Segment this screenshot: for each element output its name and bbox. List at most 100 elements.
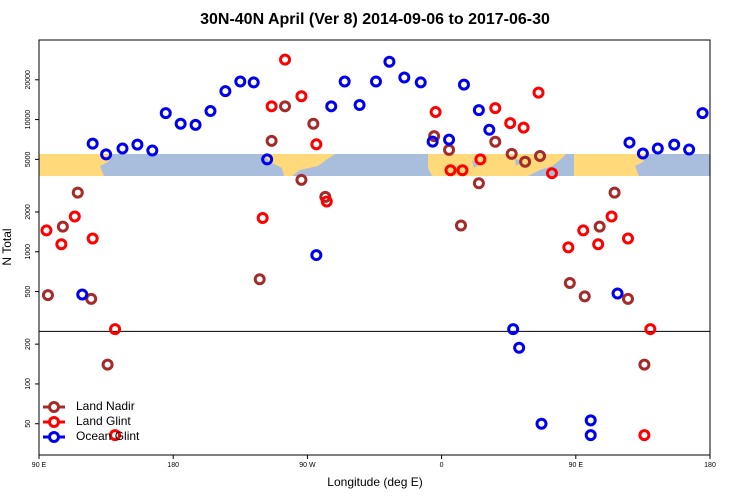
data-point: [668, 138, 681, 151]
data-point: [457, 78, 470, 91]
y-tick-label: 200: [25, 338, 32, 350]
data-point: [563, 277, 576, 290]
data-point: [611, 287, 624, 300]
data-point: [621, 292, 634, 305]
data-point: [279, 53, 292, 66]
data-point: [584, 429, 597, 442]
data-point: [545, 167, 558, 180]
data-point: [621, 232, 634, 245]
data-point: [325, 100, 338, 113]
y-tick-label: 50: [25, 420, 32, 428]
data-point: [204, 105, 217, 118]
data-point: [55, 238, 68, 251]
x-tick-label: 90 W: [299, 462, 316, 469]
legend-label: Land Glint: [76, 414, 131, 428]
data-point: [444, 164, 457, 177]
legend-marker: [48, 401, 60, 413]
data-point: [608, 186, 621, 199]
data-point: [644, 323, 657, 336]
data-point: [146, 144, 159, 157]
y-tick-label: 5000: [25, 151, 32, 167]
data-point: [636, 147, 649, 160]
data-point: [71, 186, 84, 199]
data-point: [472, 104, 485, 117]
data-point: [519, 155, 532, 168]
data-point: [532, 86, 545, 99]
plot-frame: [38, 39, 711, 456]
data-point: [320, 195, 333, 208]
data-point: [256, 212, 269, 225]
x-axis-label: Longitude (deg E): [327, 475, 422, 489]
data-point: [116, 142, 129, 155]
data-point: [307, 117, 320, 130]
legend-marker: [48, 416, 60, 428]
data-point: [383, 55, 396, 68]
data-point: [86, 232, 99, 245]
data-point: [638, 429, 651, 442]
x-tick-label: 180: [167, 462, 179, 469]
map-strip: [39, 154, 710, 176]
data-point: [593, 220, 606, 233]
data-point: [234, 75, 247, 88]
data-point: [584, 414, 597, 427]
data-point: [505, 147, 518, 160]
data-point: [651, 142, 664, 155]
legend-label: Land Nadir: [76, 399, 135, 413]
data-point: [443, 133, 456, 146]
data-point: [261, 153, 274, 166]
chart-title: 30N-40N April (Ver 8) 2014-09-06 to 2017…: [200, 11, 550, 28]
data-point: [398, 71, 411, 84]
data-point: [474, 153, 487, 166]
data-point: [109, 323, 122, 336]
data-point: [489, 135, 502, 148]
data-point: [219, 85, 232, 98]
data-point: [247, 76, 260, 89]
y-axis-label: N Total: [0, 228, 14, 265]
data-point: [592, 238, 605, 251]
y-tick-label: 500: [25, 286, 32, 298]
data-point: [295, 173, 308, 186]
data-point: [472, 177, 485, 190]
data-point: [41, 289, 54, 302]
data-point: [426, 135, 439, 148]
legend-marker: [48, 431, 60, 443]
data-point: [253, 273, 266, 286]
x-tick-label: 180: [704, 462, 716, 469]
y-tick-label: 1000: [25, 244, 32, 260]
data-point: [159, 107, 172, 120]
data-point: [189, 118, 202, 131]
data-point: [483, 123, 496, 136]
data-point: [414, 76, 427, 89]
data-point: [507, 323, 520, 336]
data-point: [109, 429, 122, 442]
data-point: [623, 136, 636, 149]
data-point: [504, 117, 517, 130]
data-point: [578, 290, 591, 303]
data-point: [131, 138, 144, 151]
data-point: [76, 288, 89, 301]
x-tick-label: 90 E: [569, 462, 584, 469]
data-point: [369, 75, 382, 88]
data-point: [295, 90, 308, 103]
legend-label: Ocean Glint: [76, 429, 140, 443]
data-point: [454, 219, 467, 232]
data-point: [68, 210, 81, 223]
y-tick-label: 10000: [25, 110, 32, 130]
data-point: [40, 224, 53, 237]
data-point: [577, 224, 590, 237]
data-point: [85, 292, 98, 305]
data-point: [562, 241, 575, 254]
data-point: [279, 100, 292, 113]
x-tick-label: 0: [440, 462, 444, 469]
data-point: [86, 137, 99, 150]
x-tick-label: 90 E: [32, 462, 47, 469]
data-point: [443, 143, 456, 156]
data-point: [310, 138, 323, 151]
data-point: [638, 358, 651, 371]
data-point: [174, 117, 187, 130]
data-point: [265, 100, 278, 113]
data-point: [489, 102, 502, 115]
data-point: [534, 150, 547, 163]
data-point: [353, 98, 366, 111]
